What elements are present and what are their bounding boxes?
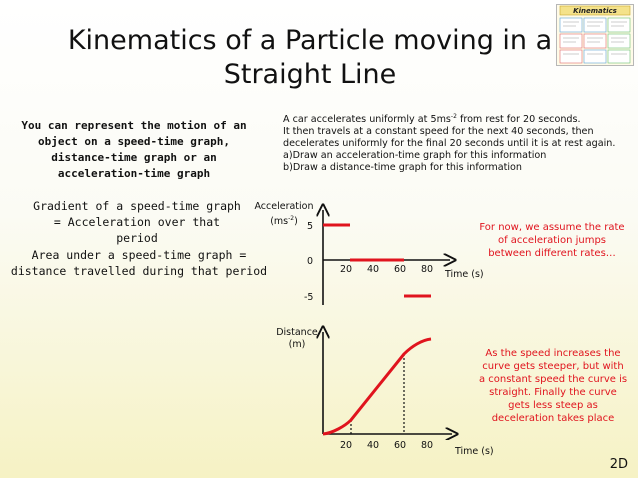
title-line-1: Kinematics of a Particle moving in a (67, 25, 553, 56)
slide-corner-label: 2D (609, 457, 628, 472)
dist-xtick-60: 60 (394, 440, 407, 451)
acc-ytick-neg5: -5 (304, 292, 314, 303)
problem-line-1: A car accelerates uniformly at 5ms-2 fro… (283, 113, 581, 126)
dist-note: As the speed increases the curve gets st… (478, 348, 628, 424)
page-title: Kinematics of a Particle moving in a Str… (60, 24, 560, 92)
dist-xlabel: Time (s) (455, 446, 494, 457)
acc-note: For now, we assume the rate of accelerat… (479, 222, 625, 259)
title-line-2: Straight Line (223, 59, 397, 90)
acc-xtick-20: 20 (340, 264, 353, 275)
thumbnail-heading: Kinematics (573, 7, 617, 15)
dist-ylabel: Distance (276, 327, 318, 338)
kinematics-thumbnail-image: Kinematics (556, 4, 634, 66)
acc-ytick-0: 0 (307, 256, 314, 267)
area-text: Area under a speed-time graph = distance… (10, 248, 268, 278)
dist-yunit: (m) (288, 339, 306, 350)
distance-curve (322, 337, 432, 436)
acc-xtick-60: 60 (394, 264, 407, 275)
acc-yunit: (ms-2) (270, 215, 298, 228)
acc-ytick-5: 5 (307, 221, 314, 232)
problem-part-a: a)Draw an acceleration-time graph for th… (283, 150, 547, 162)
acc-graph-svg (300, 190, 460, 305)
acc-xtick-40: 40 (367, 264, 380, 275)
intro-text: You can represent the motion of an objec… (21, 119, 247, 180)
gradient-text: Gradient of a speed-time graph = Acceler… (33, 199, 241, 245)
dist-graph-svg (300, 320, 460, 440)
problem-statement: A car accelerates uniformly at 5ms-2 fro… (283, 111, 618, 174)
acc-xtick-80: 80 (421, 264, 434, 275)
dist-xtick-20: 20 (340, 440, 353, 451)
problem-part-b: b)Draw a distance-time graph for this in… (283, 162, 523, 174)
acc-xlabel: Time (s) (445, 269, 484, 280)
problem-line-2: It then travels at a constant speed for … (283, 126, 616, 150)
dist-xtick-40: 40 (367, 440, 380, 451)
acc-ylabel: Acceleration (254, 201, 314, 212)
dist-xtick-80: 80 (421, 440, 434, 451)
